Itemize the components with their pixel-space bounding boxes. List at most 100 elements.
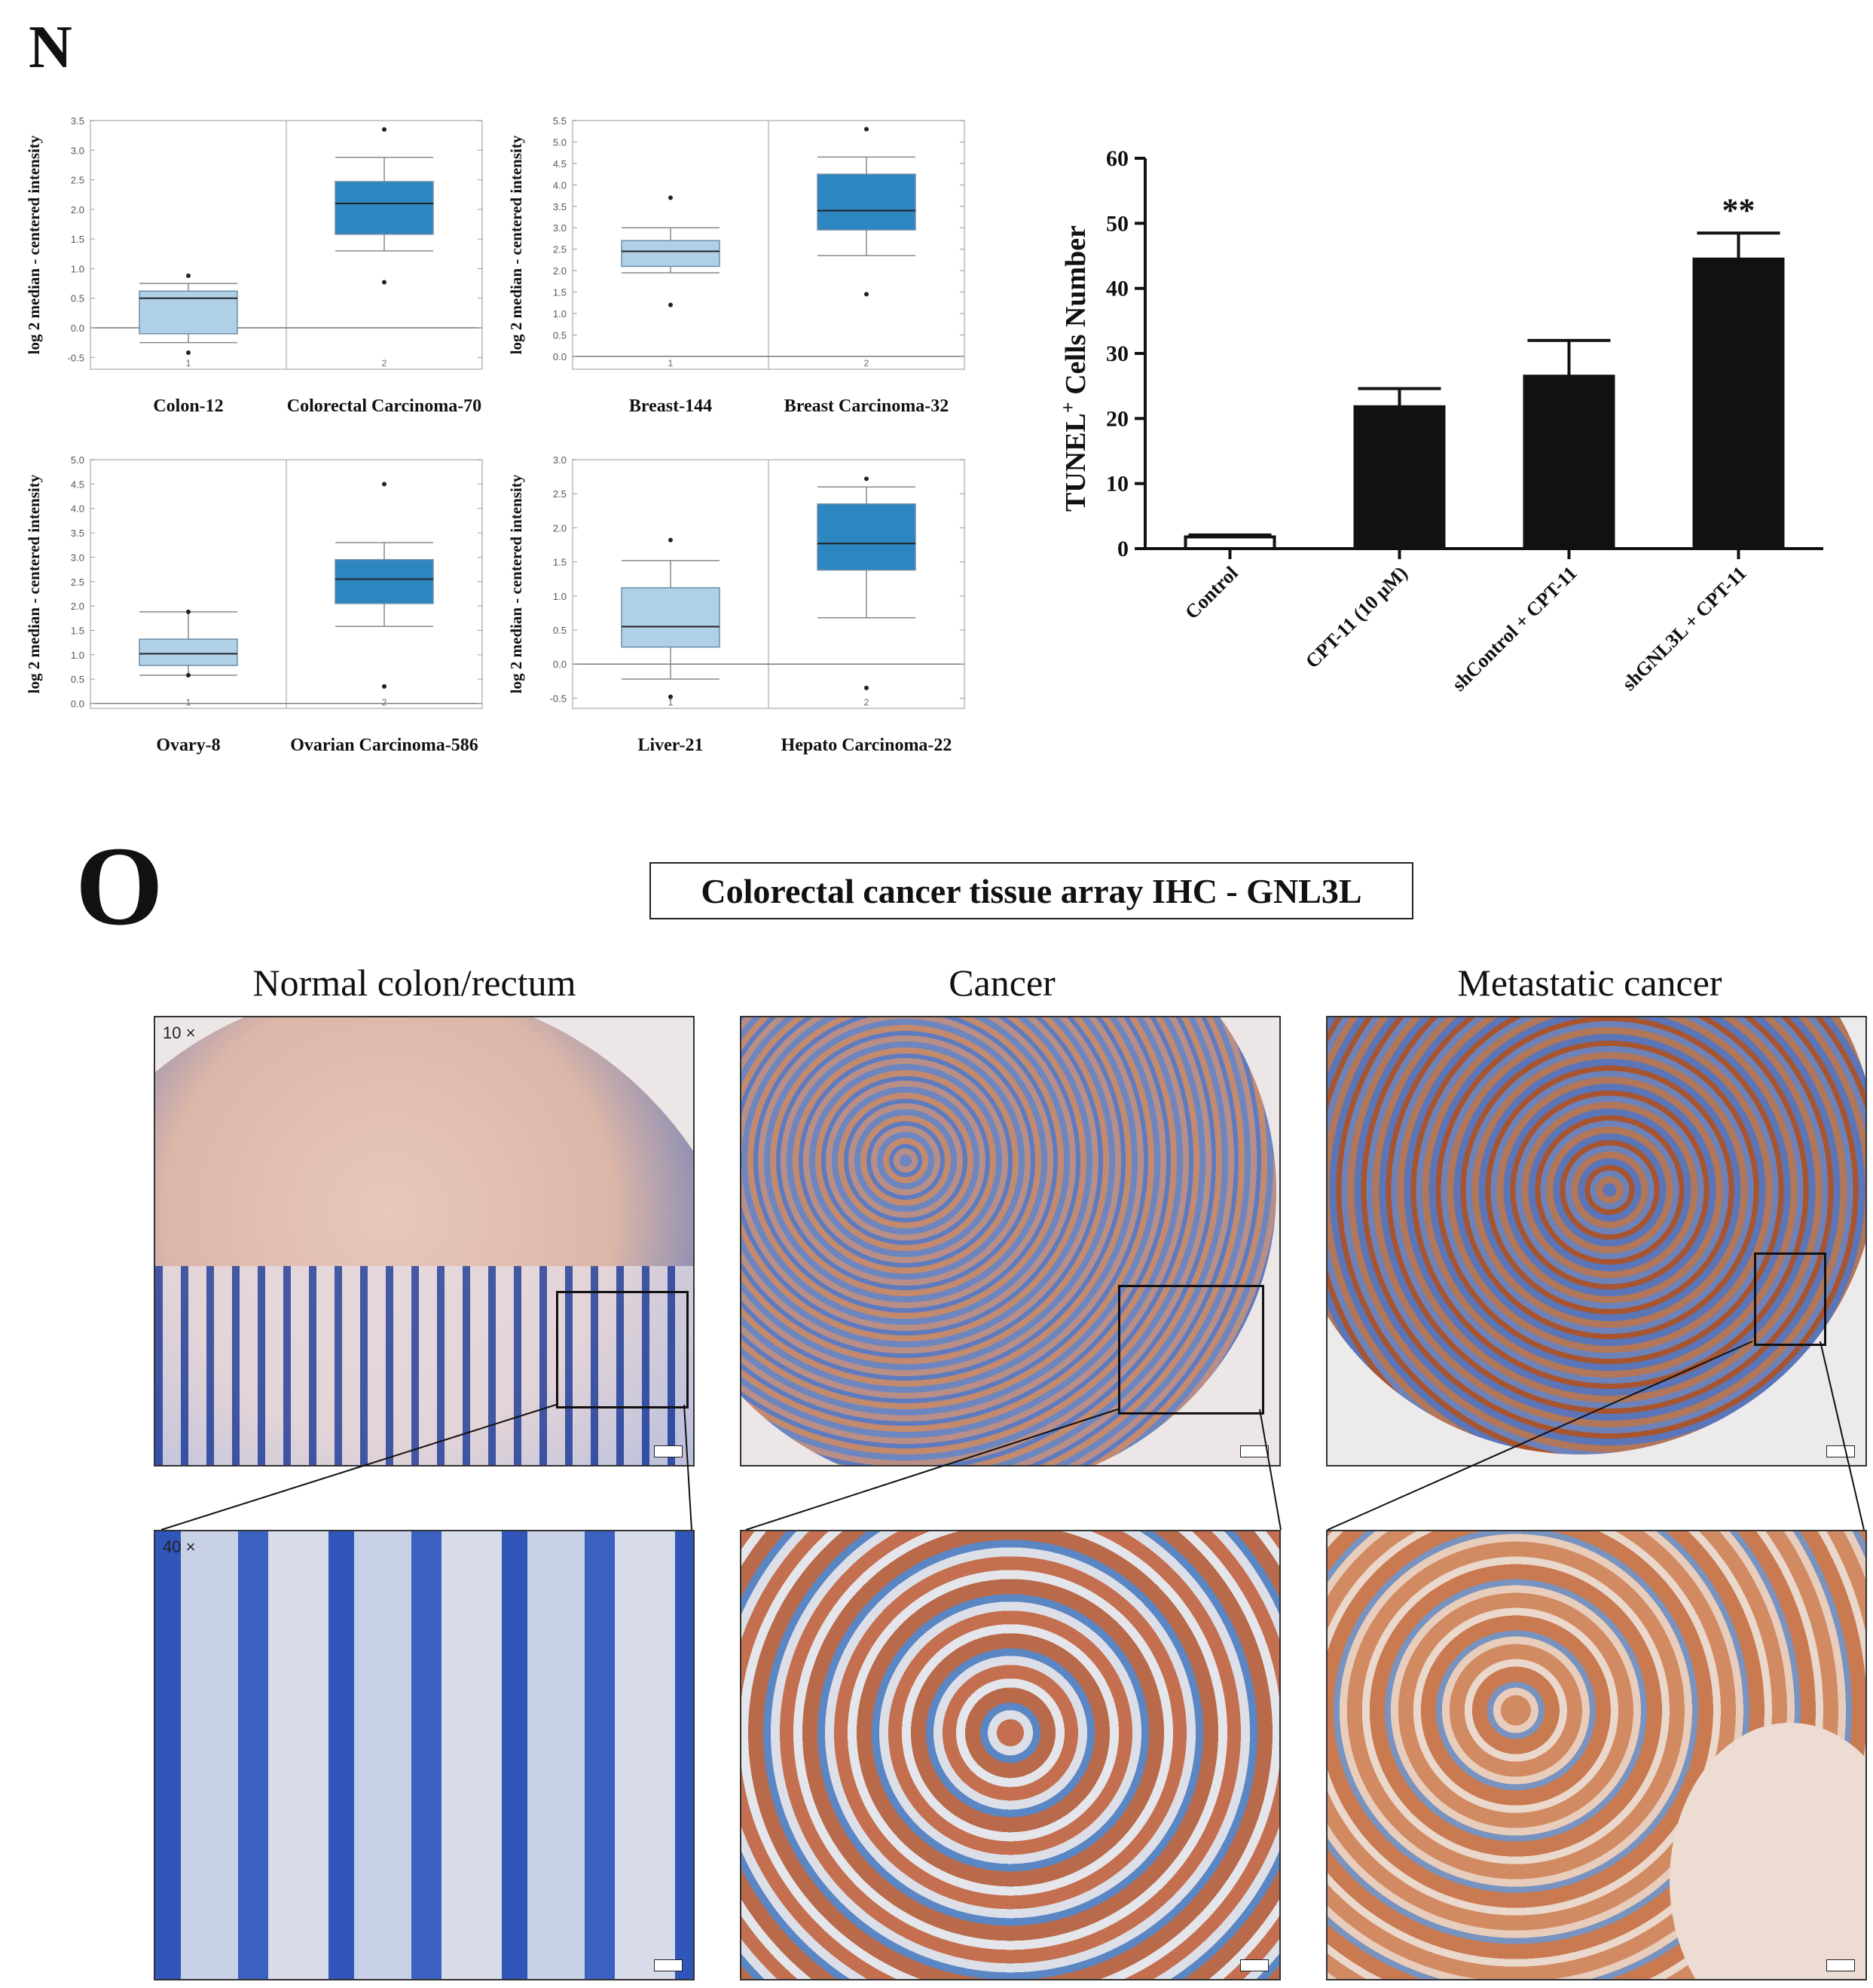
y-tick-label: 0.5 [71, 293, 84, 304]
y-tick-label: 2.5 [553, 488, 567, 500]
y-tick-label: 1.0 [553, 308, 567, 320]
y-tick-label: 1.0 [71, 650, 84, 661]
group-label: Ovarian Carcinoma-586 [290, 736, 478, 755]
y-tick-label: 1.5 [71, 625, 84, 636]
micrograph-metastatic-10x [1326, 1016, 1867, 1467]
y-axis-label: log 2 median - centered intensity [507, 474, 525, 693]
y-tick-label: 0.0 [553, 351, 567, 362]
outlier-point [186, 273, 191, 278]
y-tick-label: 0.5 [71, 674, 84, 685]
y-axis-label: log 2 median - centered intensity [507, 135, 525, 354]
y-tick-label: 2.0 [553, 522, 567, 534]
y-tick-label: 2.5 [553, 244, 567, 255]
bar [1523, 375, 1615, 551]
y-tick-label: -0.5 [550, 693, 567, 704]
micrograph-normal-40x: 40 × [154, 1530, 695, 1980]
group-label: Ovary-8 [156, 736, 220, 755]
y-tick-label: 20 [1106, 406, 1129, 431]
y-tick-label: 1.0 [553, 591, 567, 602]
outlier-point [864, 292, 869, 297]
magnification-label-40x: 40 × [163, 1537, 196, 1556]
scale-bar [654, 1959, 683, 1971]
y-tick-label: 5.5 [553, 115, 567, 127]
outlier-point [382, 127, 387, 132]
y-tick-label: 3.0 [71, 145, 84, 156]
y-tick-label: 0.0 [71, 699, 84, 710]
y-tick-label: 3.0 [553, 222, 567, 234]
micrograph-cancer-40x [740, 1530, 1281, 1980]
group-label: Hepato Carcinoma-22 [781, 736, 952, 755]
scale-bar [1240, 1445, 1269, 1457]
y-tick-label: 3.5 [71, 115, 84, 127]
x-tick-label: 1 [668, 358, 674, 369]
boxplot-liver: -0.5 0.0 0.5 1.0 1.5 2.0 2.5 3.0 log 2 median - … [507, 454, 965, 755]
micrograph-normal-10x: 10 × [154, 1016, 695, 1467]
y-axis-label-sup: + [1057, 402, 1079, 413]
scale-bar [1826, 1445, 1855, 1457]
y-tick-label: 4.5 [553, 158, 567, 170]
x-tick-label: 2 [382, 358, 387, 369]
outlier-point [668, 195, 673, 200]
y-tick-label: 4.0 [553, 179, 567, 191]
panel-label-n: N [29, 14, 72, 81]
y-tick-label: 3.0 [553, 454, 567, 466]
y-axis-label-rest: Cells Number [1060, 225, 1092, 402]
box [621, 240, 720, 268]
y-tick-label: 1.5 [553, 287, 567, 298]
x-tick-label: 1 [186, 358, 191, 369]
micrograph-metastatic-40x [1326, 1530, 1867, 1980]
y-tick-label: 3.5 [71, 528, 84, 539]
y-tick-label: 1.0 [71, 263, 84, 274]
outlier-point [186, 350, 191, 355]
y-tick-label: 2.0 [553, 265, 567, 277]
outlier-point [382, 280, 387, 285]
outlier-point [382, 482, 387, 487]
x-tick-label: 2 [864, 697, 869, 708]
x-tick-label: 1 [668, 697, 674, 708]
group-label: Breast Carcinoma-32 [784, 396, 949, 416]
y-tick-label: 0.0 [553, 659, 567, 670]
outlier-point [186, 609, 191, 614]
y-tick-label: 2.5 [71, 175, 84, 186]
scale-bar [1240, 1959, 1269, 1971]
magnification-label-10x: 10 × [163, 1023, 196, 1042]
y-tick-label: 5.0 [71, 454, 84, 466]
outlier-point [864, 685, 869, 690]
box [621, 587, 720, 648]
boxplot-breast: 0.0 0.5 1.0 1.5 2.0 2.5 3.0 3.5 4.0 4.5 5.0 5.5 log … [507, 115, 965, 416]
y-axis-label-main: TUNEL [1060, 413, 1092, 512]
y-tick-label: 0.0 [71, 323, 84, 334]
y-tick-label: -0.5 [68, 352, 84, 363]
outlier-point [864, 127, 869, 132]
box [139, 638, 238, 666]
box [335, 558, 434, 604]
x-tick-label: 1 [186, 697, 191, 708]
y-tick-label: 0.5 [553, 329, 567, 341]
group-label: Colon-12 [153, 396, 223, 416]
box [335, 181, 434, 235]
outlier-point [382, 684, 387, 689]
y-tick-label: 4.0 [71, 503, 84, 515]
panel-label-o: O [75, 824, 163, 949]
micrograph-cancer-10x [740, 1016, 1281, 1467]
outlier-point [186, 673, 191, 677]
ihc-banner: Colorectal cancer tissue array IHC - GNL… [649, 862, 1413, 919]
bar [1692, 257, 1785, 550]
y-tick-label: 0 [1117, 537, 1129, 561]
y-tick-label: 1.5 [71, 234, 84, 245]
boxplot-ovary: 0.0 0.5 1.0 1.5 2.0 2.5 3.0 3.5 4.0 4.5 5.0 log 2 m… [25, 454, 483, 755]
y-tick-label: 50 [1106, 211, 1129, 236]
group-label: Breast-144 [629, 396, 712, 416]
y-tick-label: 4.5 [71, 479, 84, 490]
y-tick-label: 60 [1106, 146, 1129, 171]
column-title-cancer: Cancer [949, 962, 1056, 1004]
y-axis-label: log 2 median - centered intensity [25, 135, 43, 354]
box [817, 503, 916, 571]
column-title-metastatic: Metastatic cancer [1457, 962, 1722, 1004]
outlier-point [668, 537, 673, 543]
y-tick-label: 40 [1106, 277, 1129, 301]
scale-bar [1826, 1959, 1855, 1971]
group-label: Liver-21 [637, 736, 703, 755]
x-tick-label: 2 [864, 358, 869, 369]
